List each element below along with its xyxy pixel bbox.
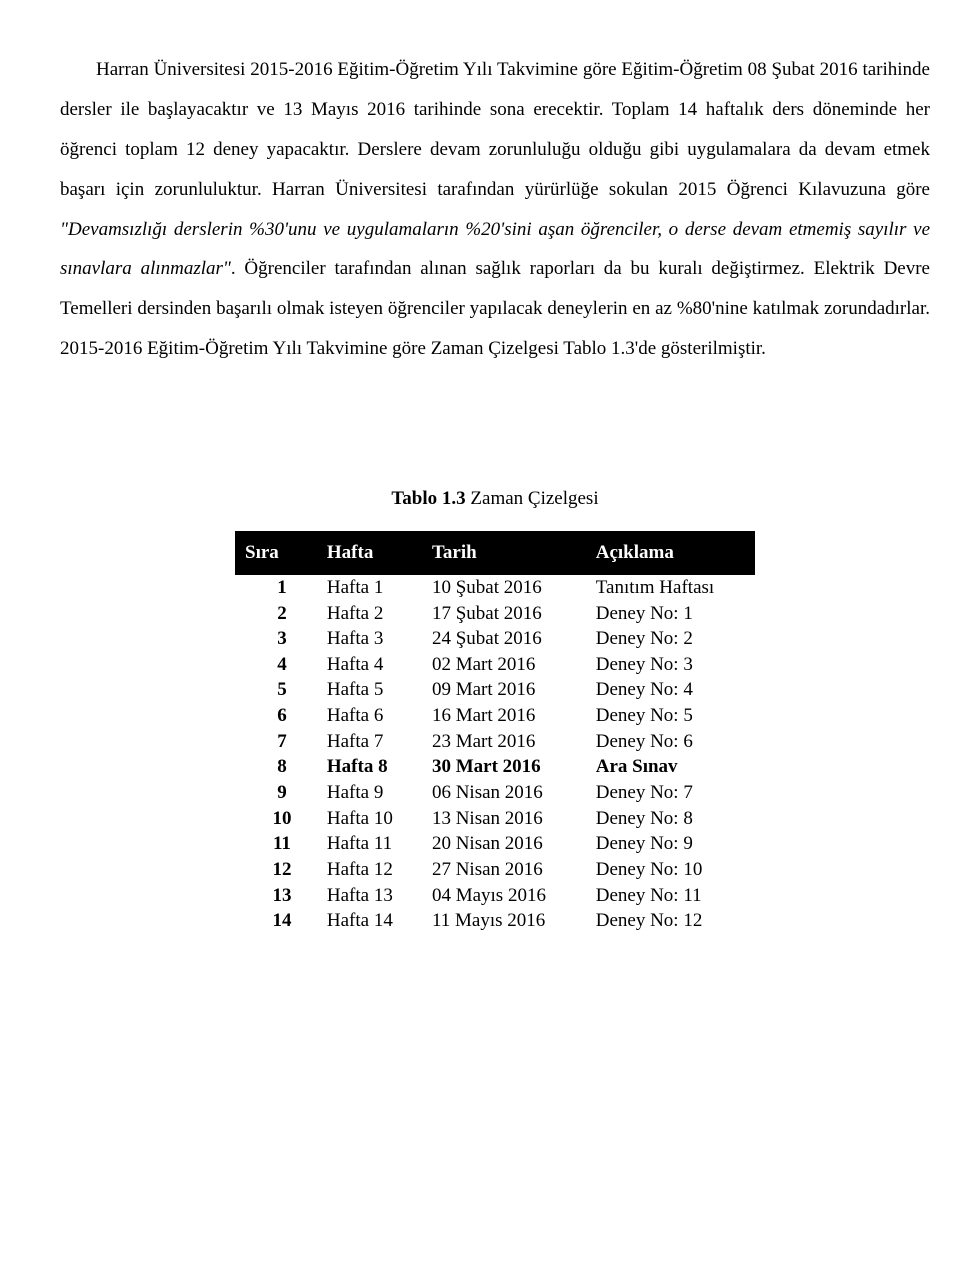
cell-aciklama: Deney No: 11 xyxy=(586,883,755,909)
table-header-row: Sıra Hafta Tarih Açıklama xyxy=(235,531,755,575)
cell-aciklama: Deney No: 8 xyxy=(586,806,755,832)
table-row: 8Hafta 830 Mart 2016Ara Sınav xyxy=(235,754,755,780)
cell-tarih: 06 Nisan 2016 xyxy=(422,780,586,806)
cell-sira: 6 xyxy=(235,703,317,729)
cell-hafta: Hafta 7 xyxy=(317,729,422,755)
cell-sira: 4 xyxy=(235,652,317,678)
table-row: 10Hafta 1013 Nisan 2016Deney No: 8 xyxy=(235,806,755,832)
cell-hafta: Hafta 8 xyxy=(317,754,422,780)
table-row: 4Hafta 402 Mart 2016Deney No: 3 xyxy=(235,652,755,678)
cell-tarih: 10 Şubat 2016 xyxy=(422,575,586,601)
cell-aciklama: Deney No: 10 xyxy=(586,857,755,883)
col-aciklama: Açıklama xyxy=(586,531,755,575)
cell-sira: 14 xyxy=(235,908,317,934)
cell-tarih: 24 Şubat 2016 xyxy=(422,626,586,652)
cell-tarih: 16 Mart 2016 xyxy=(422,703,586,729)
cell-tarih: 17 Şubat 2016 xyxy=(422,601,586,627)
cell-hafta: Hafta 14 xyxy=(317,908,422,934)
cell-aciklama: Deney No: 4 xyxy=(586,677,755,703)
table-row: 9Hafta 906 Nisan 2016Deney No: 7 xyxy=(235,780,755,806)
cell-aciklama: Deney No: 9 xyxy=(586,831,755,857)
table-row: 13Hafta 1304 Mayıs 2016Deney No: 11 xyxy=(235,883,755,909)
cell-sira: 5 xyxy=(235,677,317,703)
cell-tarih: 02 Mart 2016 xyxy=(422,652,586,678)
table-row: 14Hafta 1411 Mayıs 2016Deney No: 12 xyxy=(235,908,755,934)
cell-tarih: 04 Mayıs 2016 xyxy=(422,883,586,909)
cell-hafta: Hafta 2 xyxy=(317,601,422,627)
cell-hafta: Hafta 1 xyxy=(317,575,422,601)
cell-aciklama: Deney No: 12 xyxy=(586,908,755,934)
cell-tarih: 27 Nisan 2016 xyxy=(422,857,586,883)
cell-aciklama: Deney No: 6 xyxy=(586,729,755,755)
cell-sira: 12 xyxy=(235,857,317,883)
cell-aciklama: Tanıtım Haftası xyxy=(586,575,755,601)
table-caption-title: Zaman Çizelgesi xyxy=(466,488,599,509)
table-row: 2Hafta 217 Şubat 2016Deney No: 1 xyxy=(235,601,755,627)
schedule-table: Sıra Hafta Tarih Açıklama 1Hafta 110 Şub… xyxy=(235,531,755,934)
table-row: 3Hafta 324 Şubat 2016Deney No: 2 xyxy=(235,626,755,652)
cell-tarih: 13 Nisan 2016 xyxy=(422,806,586,832)
cell-sira: 2 xyxy=(235,601,317,627)
table-row: 12Hafta 1227 Nisan 2016Deney No: 10 xyxy=(235,857,755,883)
cell-aciklama: Deney No: 1 xyxy=(586,601,755,627)
cell-sira: 13 xyxy=(235,883,317,909)
cell-sira: 10 xyxy=(235,806,317,832)
cell-tarih: 30 Mart 2016 xyxy=(422,754,586,780)
cell-sira: 7 xyxy=(235,729,317,755)
table-row: 11Hafta 1120 Nisan 2016Deney No: 9 xyxy=(235,831,755,857)
cell-sira: 3 xyxy=(235,626,317,652)
cell-aciklama: Deney No: 2 xyxy=(586,626,755,652)
cell-tarih: 23 Mart 2016 xyxy=(422,729,586,755)
table-row: 7Hafta 723 Mart 2016Deney No: 6 xyxy=(235,729,755,755)
col-hafta: Hafta xyxy=(317,531,422,575)
cell-sira: 9 xyxy=(235,780,317,806)
cell-hafta: Hafta 9 xyxy=(317,780,422,806)
cell-aciklama: Deney No: 7 xyxy=(586,780,755,806)
cell-aciklama: Ara Sınav xyxy=(586,754,755,780)
body-text: Harran Üniversitesi 2015-2016 Eğitim-Öğr… xyxy=(60,59,930,200)
table-caption: Tablo 1.3 Zaman Çizelgesi xyxy=(60,479,930,519)
cell-sira: 11 xyxy=(235,831,317,857)
table-caption-number: Tablo 1.3 xyxy=(391,488,465,509)
cell-hafta: Hafta 12 xyxy=(317,857,422,883)
cell-aciklama: Deney No: 5 xyxy=(586,703,755,729)
col-tarih: Tarih xyxy=(422,531,586,575)
cell-tarih: 11 Mayıs 2016 xyxy=(422,908,586,934)
table-row: 5Hafta 509 Mart 2016Deney No: 4 xyxy=(235,677,755,703)
table-row: 1Hafta 110 Şubat 2016Tanıtım Haftası xyxy=(235,575,755,601)
cell-aciklama: Deney No: 3 xyxy=(586,652,755,678)
cell-hafta: Hafta 5 xyxy=(317,677,422,703)
cell-tarih: 20 Nisan 2016 xyxy=(422,831,586,857)
cell-hafta: Hafta 13 xyxy=(317,883,422,909)
cell-sira: 1 xyxy=(235,575,317,601)
cell-hafta: Hafta 11 xyxy=(317,831,422,857)
cell-hafta: Hafta 3 xyxy=(317,626,422,652)
col-sira: Sıra xyxy=(235,531,317,575)
cell-hafta: Hafta 6 xyxy=(317,703,422,729)
cell-hafta: Hafta 10 xyxy=(317,806,422,832)
cell-tarih: 09 Mart 2016 xyxy=(422,677,586,703)
table-row: 6Hafta 616 Mart 2016Deney No: 5 xyxy=(235,703,755,729)
body-paragraph: Harran Üniversitesi 2015-2016 Eğitim-Öğr… xyxy=(60,50,930,369)
cell-sira: 8 xyxy=(235,754,317,780)
cell-hafta: Hafta 4 xyxy=(317,652,422,678)
